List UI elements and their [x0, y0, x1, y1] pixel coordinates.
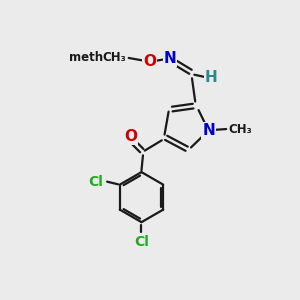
Text: O: O [143, 54, 156, 69]
Text: O: O [125, 129, 138, 144]
Text: methoxy: methoxy [69, 51, 127, 64]
Text: N: N [164, 51, 176, 66]
Text: Cl: Cl [89, 175, 104, 189]
Text: H: H [205, 70, 218, 85]
Text: Cl: Cl [134, 236, 149, 249]
Text: N: N [202, 123, 215, 138]
Text: CH₃: CH₃ [228, 123, 252, 136]
Text: CH₃: CH₃ [103, 51, 127, 64]
